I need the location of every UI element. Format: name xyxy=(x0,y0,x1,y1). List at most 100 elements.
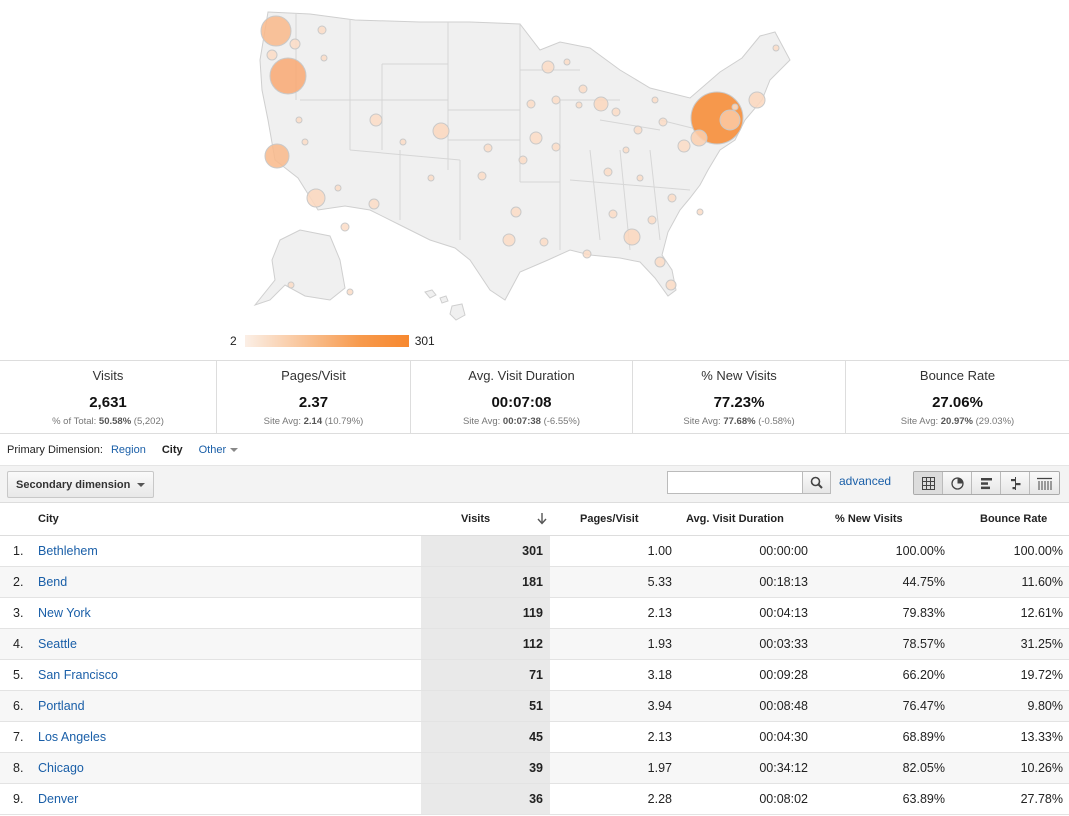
city-link[interactable]: Portland xyxy=(38,698,85,713)
city-bubble xyxy=(320,54,328,62)
view-data-button[interactable] xyxy=(914,472,943,494)
grid-icon xyxy=(921,476,935,490)
city-bubble xyxy=(647,215,657,225)
row-visits: 51 xyxy=(421,690,550,722)
row-visits: 36 xyxy=(421,783,550,815)
header-index xyxy=(0,503,38,536)
city-bubble xyxy=(551,142,561,152)
row-bounce-rate: 9.80% xyxy=(948,690,1069,722)
dimension-region-link[interactable]: Region xyxy=(110,443,146,456)
table-view-switcher xyxy=(913,471,1060,495)
city-bubble xyxy=(289,38,301,50)
state-borders xyxy=(295,14,701,251)
city-bubble xyxy=(483,143,493,153)
row-index: 8. xyxy=(0,752,38,784)
row-city-cell: New York xyxy=(38,597,421,629)
row-city-cell: San Francisco xyxy=(38,659,421,691)
city-bubble xyxy=(399,138,407,146)
table-row: 3. New York 119 2.13 00:04:13 79.83% 12.… xyxy=(0,597,1069,629)
city-link[interactable]: Bethlehem xyxy=(38,543,98,558)
metric-name: Pages/Visit xyxy=(281,368,346,383)
city-bubble xyxy=(748,91,766,109)
chevron-down-icon xyxy=(230,447,239,452)
row-pages-visit: 5.33 xyxy=(550,566,674,598)
city-bubble xyxy=(608,209,618,219)
city-link[interactable]: Denver xyxy=(38,791,79,806)
metric-comparison: Site Avg: 77.68% (-0.58%) xyxy=(683,416,795,427)
dimension-city-selected[interactable]: City xyxy=(161,443,183,456)
comparison-icon xyxy=(1010,476,1020,490)
city-bubble xyxy=(264,143,290,169)
search-button[interactable] xyxy=(802,471,831,494)
table-row: 2. Bend 181 5.33 00:18:13 44.75% 11.60% xyxy=(0,566,1069,598)
row-avg-duration: 00:04:13 xyxy=(674,597,811,629)
metric-value: 00:07:08 xyxy=(491,394,552,411)
advanced-filter-link[interactable]: advanced xyxy=(839,474,892,488)
metric-value: 27.06% xyxy=(932,394,983,411)
row-pages-visit: 3.94 xyxy=(550,690,674,722)
row-avg-duration: 00:08:02 xyxy=(674,783,811,815)
city-bubble xyxy=(677,139,691,153)
header-avg-duration[interactable]: Avg. Visit Duration xyxy=(674,503,811,536)
row-new-visits: 66.20% xyxy=(811,659,948,691)
view-comparison-button[interactable] xyxy=(1001,472,1030,494)
row-index: 9. xyxy=(0,783,38,815)
city-link[interactable]: New York xyxy=(38,605,91,620)
table-search-input[interactable] xyxy=(667,471,803,494)
view-pie-button[interactable] xyxy=(943,472,972,494)
metric-new-visits: % New Visits 77.23% Site Avg: 77.68% (-0… xyxy=(633,361,846,433)
row-bounce-rate: 100.00% xyxy=(948,535,1069,567)
metric-name: Avg. Visit Duration xyxy=(468,368,575,383)
legend-max: 301 xyxy=(414,334,435,348)
row-avg-duration: 00:03:33 xyxy=(674,628,811,660)
city-bubble xyxy=(654,256,666,268)
header-bounce-rate[interactable]: Bounce Rate xyxy=(948,503,1069,536)
city-bubble xyxy=(260,15,292,47)
row-avg-duration: 00:04:30 xyxy=(674,721,811,753)
legend-min: 2 xyxy=(230,334,237,348)
metric-value: 2.37 xyxy=(298,394,329,411)
header-city[interactable]: City xyxy=(38,503,421,536)
row-pages-visit: 1.00 xyxy=(550,535,674,567)
city-link[interactable]: Los Angeles xyxy=(38,729,107,744)
city-bubble xyxy=(551,95,561,105)
header-new-visits[interactable]: % New Visits xyxy=(811,503,948,536)
row-new-visits: 76.47% xyxy=(811,690,948,722)
city-bubble xyxy=(510,206,522,218)
header-pages-visit[interactable]: Pages/Visit xyxy=(550,503,674,536)
view-performance-button[interactable] xyxy=(972,472,1001,494)
city-bubble xyxy=(696,208,704,216)
dimension-other-dropdown[interactable]: Other xyxy=(199,444,239,456)
city-bubble xyxy=(368,198,380,210)
row-avg-duration: 00:08:48 xyxy=(674,690,811,722)
metric-value: 77.23% xyxy=(713,394,765,411)
sort-descending-icon xyxy=(537,513,547,525)
header-visits[interactable]: Visits xyxy=(421,503,550,536)
secondary-dimension-button[interactable]: Secondary dimension xyxy=(7,471,154,498)
row-visits: 112 xyxy=(421,628,550,660)
row-bounce-rate: 12.61% xyxy=(948,597,1069,629)
row-bounce-rate: 11.60% xyxy=(948,566,1069,598)
city-link[interactable]: Chicago xyxy=(38,760,84,775)
city-link[interactable]: San Francisco xyxy=(38,667,118,682)
row-city-cell: Bend xyxy=(38,566,421,598)
row-visits: 71 xyxy=(421,659,550,691)
row-visits: 181 xyxy=(421,566,550,598)
row-visits: 45 xyxy=(421,721,550,753)
primary-dimension-label: Primary Dimension: xyxy=(7,443,103,456)
city-bubble xyxy=(334,184,342,192)
city-bubble xyxy=(622,146,630,154)
row-index: 7. xyxy=(0,721,38,753)
row-city-cell: Denver xyxy=(38,783,421,815)
table-row: 9. Denver 36 2.28 00:08:02 63.89% 27.78% xyxy=(0,783,1069,815)
row-visits: 301 xyxy=(421,535,550,567)
city-link[interactable]: Seattle xyxy=(38,636,77,651)
city-link[interactable]: Bend xyxy=(38,574,68,589)
row-pages-visit: 1.97 xyxy=(550,752,674,784)
city-bubble xyxy=(690,129,708,147)
row-city-cell: Portland xyxy=(38,690,421,722)
metric-name: Bounce Rate xyxy=(919,368,996,383)
row-pages-visit: 1.93 xyxy=(550,628,674,660)
city-bubble xyxy=(526,99,536,109)
view-pivot-button[interactable] xyxy=(1030,472,1059,494)
